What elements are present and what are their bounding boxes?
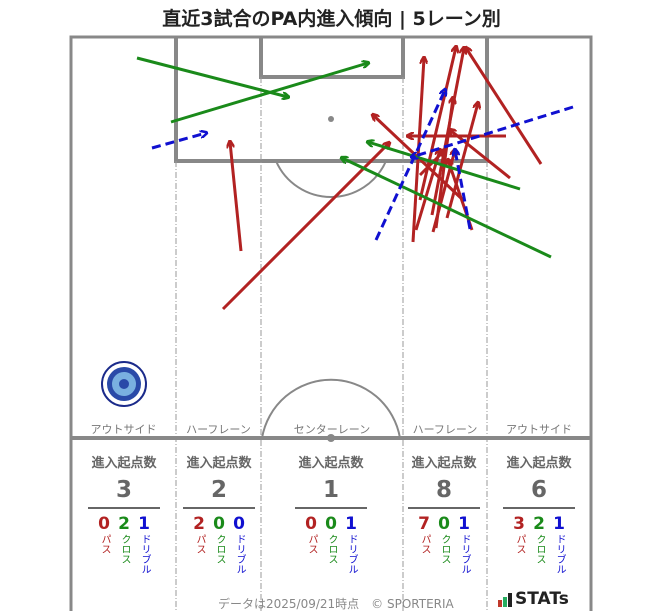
lane-label-left-outside: アウトサイド [90,423,157,436]
footer-credit: データは2025/09/21時点 © SPORTERIA [218,597,454,611]
penalty-spot [328,116,334,122]
dribble-label: ドリブル [139,534,150,574]
cross-label: クロス [119,534,130,564]
pass-label: パス [194,534,205,554]
center-circle [261,378,401,439]
penalty-arc [275,160,387,199]
dribble-count: 0 [233,514,245,534]
goal-area [259,37,405,79]
dribble-label: ドリブル [234,534,245,574]
pass-label: パス [514,534,525,554]
dribble-label: ドリブル [346,534,357,574]
stats-logo: STATs [498,589,569,609]
dribble-label: ドリブル [459,534,470,574]
stat-total: 6 [503,477,575,509]
pass-count: 0 [98,514,110,534]
logo-text: STATs [515,589,569,609]
stat-header: 進入起点数 [411,456,477,471]
lane-stats-left-outside: 進入起点数 3 0 パス 2 クロス 1 ドリブル [88,452,160,574]
stat-total: 8 [408,477,480,509]
team-crest-icon [101,361,147,407]
cross-count: 0 [213,514,225,534]
pass-count: 3 [513,514,525,534]
dribble-count: 1 [553,514,565,534]
cross-label: クロス [439,534,450,564]
dribble-count: 1 [458,514,470,534]
pitch-outline [69,35,593,611]
dribble-count: 1 [345,514,357,534]
cross-label: クロス [214,534,225,564]
penalty-area [174,37,489,163]
stat-header: 進入起点数 [298,456,364,471]
cross-count: 0 [438,514,450,534]
lane-stats-center: 進入起点数 1 0 パス 0 クロス 1 ドリブル [295,452,367,574]
lane-stats-right-halfspace: 進入起点数 8 7 パス 0 クロス 1 ドリブル [408,452,480,574]
cross-label: クロス [534,534,545,564]
pass-count: 7 [418,514,430,534]
page-title: 直近3試合のPA内進入傾向 | 5レーン別 [162,8,501,30]
stat-total: 3 [88,477,160,509]
dribble-label: ドリブル [554,534,565,574]
cross-count: 2 [118,514,130,534]
pass-label: パス [99,534,110,554]
dribble-arrows [151,90,574,241]
lane-label-center: センターレーン [293,423,371,436]
stat-total: 1 [295,477,367,509]
bar-chart-icon [498,593,512,607]
lane-label-left-halfspace: ハーフレーン [186,423,251,436]
stat-total: 2 [183,477,255,509]
stat-header: 進入起点数 [91,456,157,471]
pass-label: パス [419,534,430,554]
dribble-count: 1 [138,514,150,534]
pass-label: パス [306,534,317,554]
cross-count: 0 [325,514,337,534]
stat-header: 進入起点数 [186,456,252,471]
lane-stats-left-halfspace: 進入起点数 2 2 パス 0 クロス 0 ドリブル [183,452,255,574]
stat-header: 進入起点数 [506,456,572,471]
pass-count: 0 [305,514,317,534]
cross-label: クロス [326,534,337,564]
lane-label-right-outside: アウトサイド [506,423,572,436]
pass-count: 2 [193,514,205,534]
lane-stats-right-outside: 進入起点数 6 3 パス 2 クロス 1 ドリブル [503,452,575,574]
lane-label-right-halfspace: ハーフレーン [412,423,478,436]
cross-arrows [136,56,552,259]
cross-count: 2 [533,514,545,534]
